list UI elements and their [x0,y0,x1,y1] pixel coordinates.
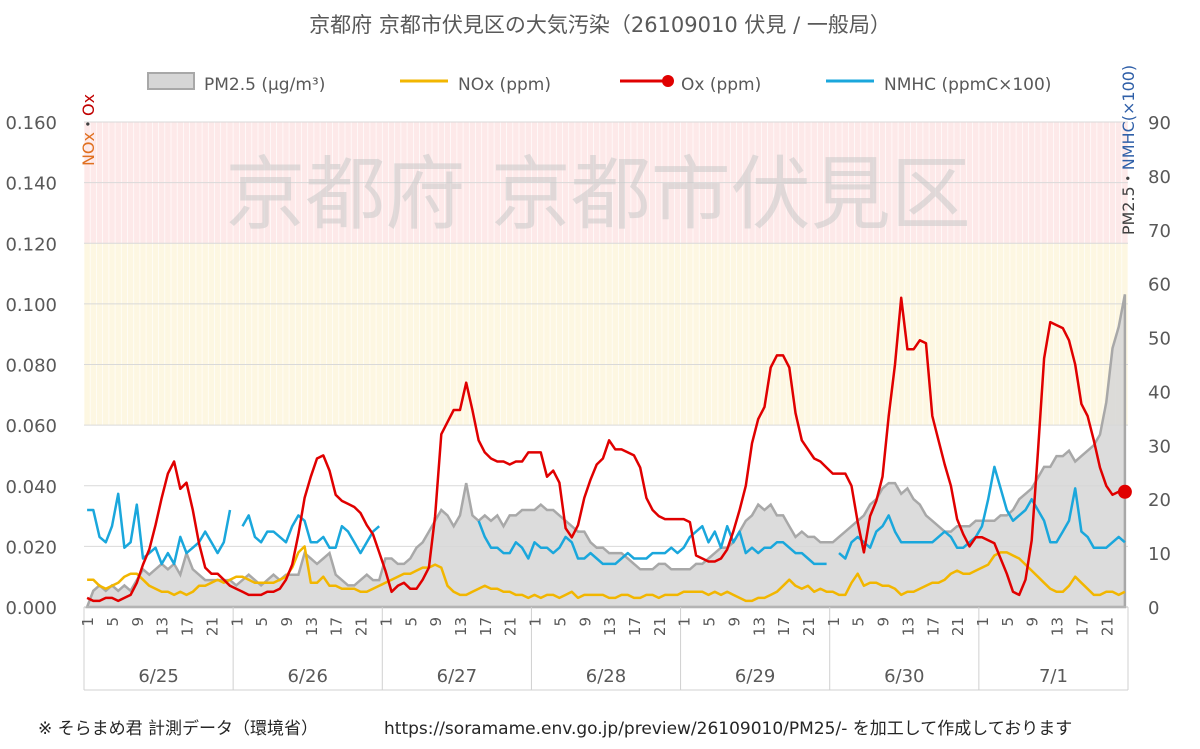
x-hour-tick-label: 9 [576,617,594,627]
legend-nmhc-label: NMHC (ppmC×100) [884,75,1051,95]
y-left-tick-label: 0.040 [5,477,57,498]
series-ox-line [86,296,1125,603]
legend-nox-label: NOx (ppm) [458,75,551,95]
x-hour-tick-label: 1 [974,617,992,627]
x-hour-tick-label: 1 [228,617,246,627]
y-right-tick-label: 70 [1148,221,1171,242]
y-left-tick-label: 0.020 [5,537,57,558]
x-hour-tick-label: 17 [1073,617,1091,636]
x-hour-tick-label: 5 [104,617,122,627]
x-hour-tick-label: 9 [725,617,743,627]
y-right-tick-label: 50 [1148,329,1171,350]
x-hour-tick-label: 5 [850,617,868,627]
left-axis: 0.000 0.020 0.040 0.060 0.080 0.100 0.120 0.140… [5,113,57,619]
right-axis-title-sep: ・ [1119,170,1138,186]
legend: PM2.5 (μg/m³) NOx (ppm) Ox (ppm) NMHC (p… [147,72,1051,95]
x-day-label: 7/1 [1039,666,1068,687]
legend-ox-marker [662,75,674,87]
footer-url: https://soramame.env.go.jp/preview/26109… [384,719,1072,739]
x-hour-tick-label: 1 [527,617,545,627]
x-hour-tick-label: 17 [924,617,942,636]
y-right-tick-label: 40 [1148,382,1171,403]
x-hour-tick-label: 9 [875,617,893,627]
y-right-tick-label: 90 [1148,113,1171,134]
ox-last-point-marker [1117,484,1132,499]
x-hour-tick-label: 5 [402,617,420,627]
x-day-label: 6/28 [586,666,626,687]
y-left-tick-label: 0.120 [5,234,57,255]
left-axis-title-nox: NOx [79,132,98,166]
x-hour-tick-label: 21 [203,617,221,636]
x-hour-tick-label: 9 [129,617,147,627]
x-hour-tick-label: 5 [253,617,271,627]
x-hour-tick-label: 13 [750,617,768,636]
x-hour-tick-label: 21 [949,617,967,636]
x-hour-tick-label: 21 [651,617,669,636]
left-axis-title-sep: ・ [79,116,98,132]
chart-title: 京都府 京都市伏見区の大気汚染（26109010 伏見 / 一般局） [309,13,891,37]
left-axis-title-ox: Ox [79,94,98,116]
x-hour-tick-label: 1 [377,617,395,627]
y-right-tick-label: 10 [1148,544,1171,565]
x-hour-tick-label: 21 [502,617,520,636]
x-hour-tick-label: 21 [1098,617,1116,636]
x-hour-tick-label: 17 [477,617,495,636]
x-hour-tick-label: 13 [899,617,917,636]
right-axis-title-pm25: PM2.5 [1119,186,1138,235]
x-hour-tick-label: 17 [179,617,197,636]
y-right-tick-label: 20 [1148,490,1171,511]
x-day-label: 6/26 [288,666,328,687]
y-right-tick-label: 80 [1148,167,1171,188]
legend-pm25-label: PM2.5 (μg/m³) [204,75,325,95]
x-hour-tick-label: 1 [676,617,694,627]
x-hour-tick-label: 9 [427,617,445,627]
x-hour-tick-label: 9 [1024,617,1042,627]
y-right-tick-label: 60 [1148,275,1171,296]
x-hour-tick-label: 21 [353,617,371,636]
y-left-tick-label: 0.140 [5,174,57,195]
y-right-tick-label: 30 [1148,436,1171,457]
watermark: 京都府 京都市伏見区 [225,148,970,241]
y-left-tick-label: 0.160 [5,113,57,134]
x-hour-tick-label: 17 [328,617,346,636]
plot-area [85,294,1132,609]
x-hour-tick-label: 13 [1049,617,1067,636]
x-hour-tick-label: 1 [79,617,97,627]
left-axis-title: NOx・Ox [79,94,98,166]
y-left-tick-label: 0.060 [5,416,57,437]
x-axis: 1 5 9 13 17 216/251 5 9 13 17 216/261 5 9 13 17 216/271… [79,606,1129,691]
x-hour-tick-label: 13 [452,617,470,636]
x-hour-tick-label: 17 [775,617,793,636]
x-hour-tick-label: 5 [999,617,1017,627]
x-hour-tick-label: 17 [626,617,644,636]
x-day-label: 6/30 [884,666,924,687]
legend-pm25-swatch [147,72,195,90]
right-axis-title-nmhc: NMHC(×100) [1119,65,1138,170]
x-day-label: 6/27 [437,666,477,687]
right-axis-title: PM2.5・NMHC(×100) [1119,65,1138,235]
series-nmhc-line [87,465,1126,566]
x-hour-tick-label: 5 [701,617,719,627]
x-hour-tick-label: 9 [278,617,296,627]
series-pm25-area [85,294,1127,609]
x-hour-tick-label: 21 [800,617,818,636]
y-left-tick-label: 0.000 [5,598,57,619]
x-day-label: 6/29 [735,666,775,687]
x-hour-tick-label: 5 [551,617,569,627]
y-right-tick-label: 0 [1148,598,1159,619]
x-hour-tick-label: 13 [601,617,619,636]
legend-ox-label: Ox (ppm) [681,75,761,95]
x-hour-tick-label: 1 [825,617,843,627]
x-day-label: 6/25 [138,666,178,687]
right-axis: 0 10 20 30 40 50 60 70 80 90 [1148,113,1171,619]
y-left-tick-label: 0.100 [5,295,57,316]
x-hour-tick-label: 13 [303,617,321,636]
x-hour-tick-label: 13 [154,617,172,636]
series-nox-line [87,545,1126,603]
y-left-tick-label: 0.080 [5,356,57,377]
footer-note: ※ そらまめ君 計測データ（環境省） [38,718,318,739]
